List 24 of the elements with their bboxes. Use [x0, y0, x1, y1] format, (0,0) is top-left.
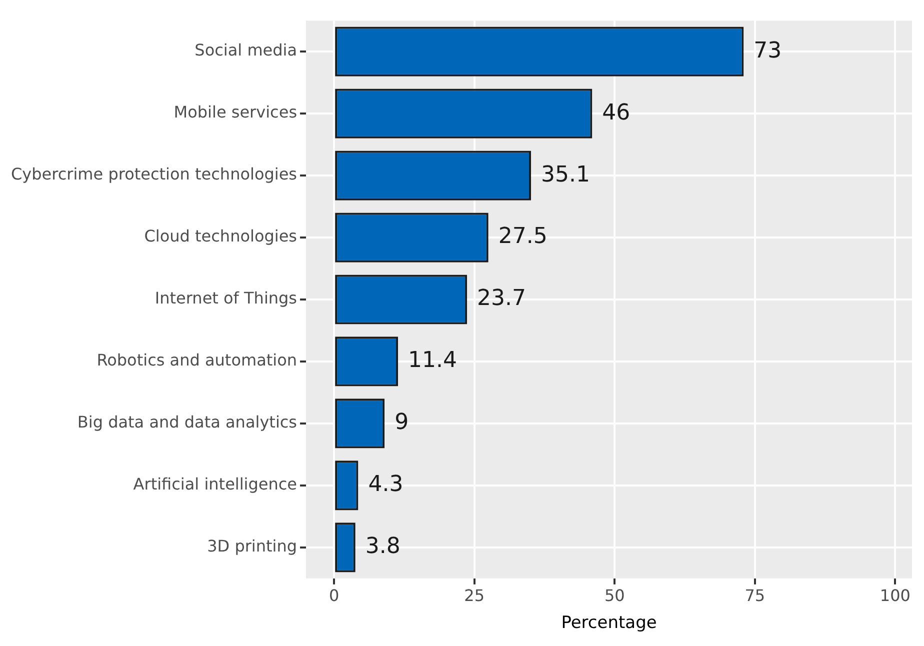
data-label: 23.7: [477, 286, 526, 312]
y-tick-label: Mobile services: [174, 102, 298, 122]
y-tick-label: Internet of Things: [154, 288, 298, 308]
y-tick-label: Artificial intelligence: [133, 474, 298, 494]
x-tick-label: 100: [880, 586, 910, 606]
x-tick-label: 50: [604, 586, 625, 606]
data-label: 3.8: [365, 534, 400, 560]
x-tick-label: 75: [744, 586, 766, 606]
data-label: 27.5: [498, 224, 548, 250]
y-tick-label: Cloud technologies: [144, 226, 298, 246]
data-label: 4.3: [368, 472, 404, 498]
x-tick-label: 0: [328, 586, 340, 606]
y-tick-label: Cybercrime protection technologies: [10, 164, 298, 184]
y-tick-label: 3D printing: [207, 536, 298, 556]
y-tick-label: Social media: [194, 40, 298, 60]
data-label: 35.1: [541, 162, 590, 188]
y-tick-label: Big data and data analytics: [77, 412, 298, 432]
data-label: 9: [394, 410, 409, 436]
data-label: 46: [602, 100, 630, 126]
x-tick-label: 25: [464, 586, 485, 606]
y-tick-label: Robotics and automation: [96, 350, 298, 370]
data-label: 11.4: [408, 348, 458, 374]
x-axis-title: Percentage: [561, 613, 657, 634]
data-label: 73: [754, 38, 782, 64]
